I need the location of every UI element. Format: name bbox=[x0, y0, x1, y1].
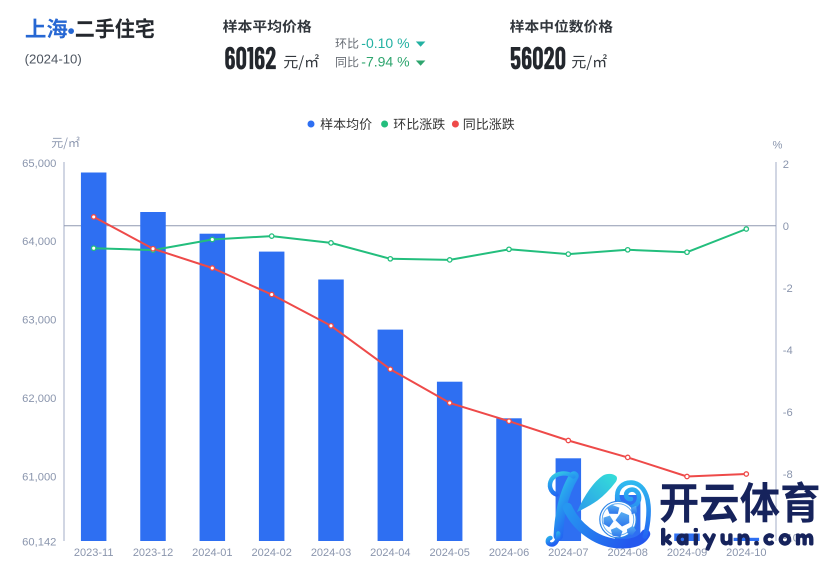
svg-text:2024-05: 2024-05 bbox=[430, 547, 470, 559]
svg-text:60,142: 60,142 bbox=[22, 536, 56, 548]
svg-text:2024-07: 2024-07 bbox=[548, 547, 588, 559]
svg-text:2023-12: 2023-12 bbox=[133, 547, 173, 559]
svg-text:%: % bbox=[773, 140, 783, 152]
svg-text:2024-02: 2024-02 bbox=[252, 547, 292, 559]
svg-text:0: 0 bbox=[783, 221, 789, 233]
svg-text:61,000: 61,000 bbox=[22, 472, 56, 484]
svg-text:62,000: 62,000 bbox=[22, 393, 56, 405]
svg-text:2024-08: 2024-08 bbox=[608, 547, 648, 559]
svg-text:63,000: 63,000 bbox=[22, 315, 56, 327]
svg-text:2024-03: 2024-03 bbox=[311, 547, 351, 559]
svg-text:65,000: 65,000 bbox=[22, 158, 56, 170]
svg-text:64,000: 64,000 bbox=[22, 236, 56, 248]
svg-text:2: 2 bbox=[783, 159, 789, 171]
svg-text:2024-10: 2024-10 bbox=[726, 547, 766, 559]
svg-text:(2024-10): (2024-10) bbox=[25, 52, 82, 67]
svg-text:2023-11: 2023-11 bbox=[74, 547, 114, 559]
svg-text:-2: -2 bbox=[783, 283, 793, 295]
svg-text:2024-06: 2024-06 bbox=[489, 547, 529, 559]
svg-text:-7.94 %: -7.94 % bbox=[361, 54, 409, 70]
svg-text:2024-09: 2024-09 bbox=[667, 547, 707, 559]
svg-text:2024-04: 2024-04 bbox=[370, 547, 410, 559]
svg-text:-8: -8 bbox=[783, 469, 793, 481]
svg-text:-0.10 %: -0.10 % bbox=[361, 35, 409, 51]
svg-text:2024-01: 2024-01 bbox=[192, 547, 232, 559]
svg-text:-4: -4 bbox=[783, 345, 793, 357]
svg-text:-6: -6 bbox=[783, 407, 793, 419]
